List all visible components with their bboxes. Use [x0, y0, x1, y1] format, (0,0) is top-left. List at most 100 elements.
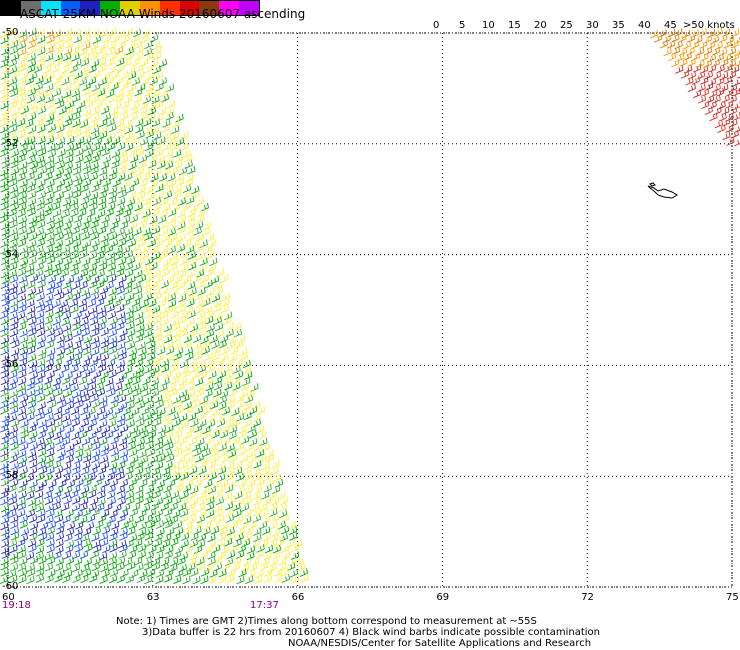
- wind-barb: [162, 203, 171, 213]
- wind-barb: [276, 537, 285, 547]
- wind-barb: [220, 346, 229, 356]
- wind-barb: [84, 442, 93, 452]
- wind-barb: [10, 88, 19, 98]
- wind-barb: [211, 430, 220, 439]
- wind-barb: [257, 405, 266, 415]
- wind-barb: [35, 490, 44, 500]
- wind-barb: [25, 473, 35, 483]
- wind-barb: [202, 430, 211, 439]
- wind-barb: [220, 274, 229, 283]
- wind-barb: [89, 244, 99, 253]
- wind-barb: [297, 563, 306, 572]
- wind-barb: [238, 347, 248, 357]
- wind-barb: [116, 365, 125, 375]
- wind-barb: [129, 221, 138, 230]
- wind-barb: [134, 334, 144, 343]
- wind-barb: [46, 166, 55, 175]
- wind-barb: [173, 429, 182, 439]
- wind-barb: [106, 226, 115, 236]
- wind-barb: [120, 568, 129, 578]
- wind-barb: [9, 46, 19, 55]
- wind-barb: [696, 70, 706, 80]
- wind-barb: [168, 208, 177, 217]
- wind-barb: [125, 305, 134, 315]
- wind-barb: [202, 298, 211, 307]
- wind-barb: [145, 273, 154, 283]
- wind-barb: [128, 448, 138, 458]
- wind-barb: [112, 215, 121, 225]
- wind-barb: [26, 575, 35, 585]
- wind-barb: [169, 166, 178, 176]
- wind-barb: [82, 82, 91, 91]
- wind-barb: [683, 51, 692, 61]
- wind-barb: [75, 425, 85, 435]
- wind-barb: [101, 147, 110, 157]
- wind-barb: [26, 245, 35, 254]
- wind-barb: [224, 537, 233, 547]
- wind-barb: [99, 262, 108, 272]
- wind-barb: [208, 472, 217, 481]
- wind-barb: [82, 190, 91, 200]
- wind-barb: [99, 285, 109, 295]
- wind-barb: [148, 298, 157, 308]
- wind-barb: [124, 172, 133, 182]
- wind-barb: [114, 251, 124, 261]
- wind-barb: [219, 429, 229, 439]
- wind-barb: [111, 453, 120, 463]
- wind-barb: [269, 502, 278, 511]
- wind-barb: [9, 178, 18, 187]
- wind-barb: [206, 250, 215, 260]
- wind-barb: [37, 430, 47, 439]
- legend-label: 25: [560, 20, 573, 31]
- wind-barb: [89, 573, 98, 583]
- wind-barb: [8, 243, 17, 253]
- wind-barb: [200, 575, 209, 585]
- wind-barb: [175, 568, 184, 578]
- wind-barb: [708, 100, 717, 110]
- wind-barb: [81, 328, 90, 337]
- wind-barb: [122, 58, 132, 68]
- wind-barb: [118, 161, 128, 170]
- wind-barb: [159, 209, 168, 219]
- wind-barb: [91, 142, 101, 152]
- wind-barb: [10, 197, 19, 206]
- wind-barb: [87, 208, 96, 218]
- wind-barb: [80, 406, 89, 416]
- wind-barb: [0, 453, 9, 463]
- wind-barb: [35, 262, 44, 272]
- wind-barb: [0, 388, 9, 397]
- wind-barb: [124, 88, 134, 97]
- wind-barb: [81, 533, 90, 543]
- wind-barb: [258, 431, 267, 440]
- wind-barb: [18, 221, 27, 230]
- wind-barb: [9, 400, 18, 410]
- wind-barb: [117, 491, 126, 500]
- wind-barb: [169, 197, 178, 207]
- wind-barb: [680, 70, 690, 79]
- wind-barb: [44, 196, 53, 206]
- wind-barb: [63, 329, 72, 338]
- wind-barb: [196, 556, 205, 566]
- wind-barb: [92, 442, 101, 451]
- wind-barb: [37, 358, 46, 368]
- wind-barb: [177, 556, 186, 566]
- wind-barb: [8, 214, 18, 224]
- wind-barb: [46, 286, 55, 296]
- wind-barb: [44, 117, 54, 127]
- legend-swatch: [179, 1, 200, 15]
- wind-barb: [173, 341, 182, 350]
- wind-barb: [83, 449, 92, 459]
- wind-barb: [198, 370, 207, 380]
- wind-barb: [139, 478, 148, 488]
- wind-barb: [245, 575, 254, 585]
- wind-barb: [72, 502, 81, 512]
- wind-barb: [20, 425, 29, 434]
- wind-barb: [17, 286, 26, 295]
- legend-label: 30: [586, 20, 599, 31]
- wind-barb: [220, 304, 230, 314]
- wind-barb: [18, 202, 27, 212]
- wind-barb: [69, 377, 78, 387]
- wind-barb: [221, 424, 230, 434]
- wind-barb: [118, 256, 127, 266]
- wind-barb: [10, 514, 19, 524]
